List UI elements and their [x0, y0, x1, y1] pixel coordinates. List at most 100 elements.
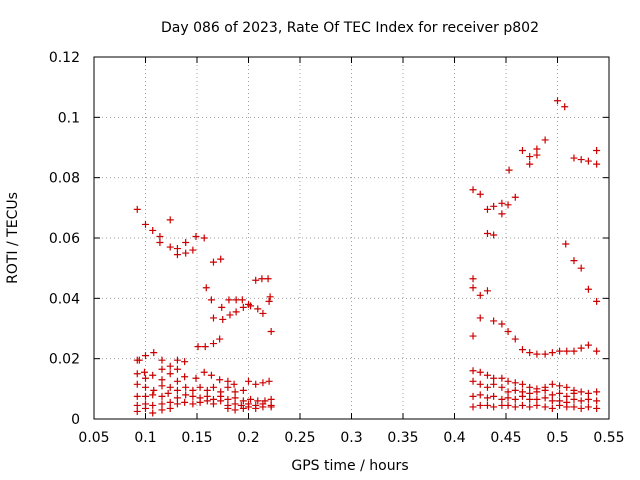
data-point-marker [150, 386, 158, 394]
data-point-marker [511, 193, 519, 201]
data-point-marker [490, 317, 498, 325]
data-point-marker [158, 406, 166, 414]
data-point-marker [570, 403, 578, 411]
data-point-marker [226, 311, 234, 319]
data-point-marker [504, 328, 512, 336]
data-point-marker [156, 232, 164, 240]
data-point-marker [182, 249, 190, 257]
data-point-marker [548, 391, 556, 399]
data-point-marker [158, 382, 166, 390]
y-tick-label: 0.08 [49, 171, 80, 187]
data-point-marker [476, 190, 484, 198]
data-point-marker [584, 403, 592, 411]
data-point-marker [217, 397, 225, 405]
data-point-marker [498, 401, 506, 409]
data-point-marker [202, 284, 210, 292]
y-tick-label: 0.1 [58, 110, 80, 126]
data-point-marker [541, 394, 549, 402]
data-point-marker [577, 397, 585, 405]
data-point-marker [156, 239, 164, 247]
data-point-marker [247, 395, 255, 403]
data-point-marker [526, 160, 534, 168]
data-point-marker [149, 409, 157, 417]
data-point-marker [133, 401, 141, 409]
data-point-marker [476, 401, 484, 409]
data-point-marker [200, 368, 208, 376]
data-point-marker [200, 234, 208, 242]
data-point-marker [142, 374, 149, 382]
data-point-marker [541, 403, 549, 411]
data-point-marker [563, 383, 571, 391]
data-point-marker [224, 395, 232, 403]
data-point-marker [142, 220, 149, 228]
data-point-marker [556, 347, 564, 355]
data-point-marker [196, 383, 204, 391]
data-point-marker [476, 291, 484, 299]
data-point-marker [166, 404, 174, 412]
data-point-marker [173, 356, 181, 364]
data-point-marker [518, 147, 526, 155]
data-point-marker [483, 371, 491, 379]
data-point-marker [554, 97, 561, 105]
data-point-marker [483, 383, 491, 391]
data-point-marker [577, 388, 585, 396]
data-point-marker [252, 380, 260, 388]
data-point-marker [490, 392, 498, 400]
data-point-marker [149, 226, 157, 234]
data-point-marker [259, 379, 267, 387]
data-point-marker [192, 232, 200, 240]
data-point-marker [225, 296, 233, 304]
data-point-marker [201, 343, 209, 351]
data-point-marker [216, 376, 224, 384]
data-point-marker [224, 404, 232, 412]
data-point-marker [469, 377, 477, 385]
data-point-marker [526, 403, 534, 411]
data-point-marker [218, 303, 226, 311]
data-point-marker [259, 403, 267, 411]
y-tick-label: 0.12 [49, 50, 80, 66]
data-point-marker [526, 349, 534, 357]
data-point-marker [593, 297, 601, 305]
data-point-marker [548, 404, 556, 412]
data-point-marker [518, 380, 526, 388]
data-point-marker [561, 103, 569, 111]
data-point-marker [209, 400, 217, 408]
data-point-marker [238, 296, 246, 304]
data-point-marker [259, 309, 267, 317]
data-point-marker [182, 391, 190, 399]
data-point-marker [133, 205, 141, 213]
data-point-marker [570, 154, 578, 162]
data-point-marker [133, 380, 141, 388]
data-point-marker [252, 276, 260, 284]
data-point-marker [511, 335, 519, 343]
data-point-marker [504, 377, 512, 385]
data-point-marker [264, 275, 272, 283]
data-point-marker [476, 380, 484, 388]
data-point-marker [511, 379, 519, 387]
data-point-marker [166, 370, 174, 378]
data-point-marker [158, 376, 166, 384]
x-tick-label: 0.2 [237, 430, 259, 446]
data-point-marker [239, 397, 247, 405]
data-point-marker [490, 374, 498, 382]
data-point-marker [577, 344, 585, 352]
data-point-marker [173, 400, 181, 408]
data-point-marker [224, 383, 232, 391]
data-point-marker [189, 246, 197, 254]
data-point-marker [533, 350, 541, 358]
data-point-marker [533, 145, 541, 153]
data-point-marker [518, 346, 526, 354]
y-tick-label: 0.04 [49, 291, 80, 307]
data-point-marker [181, 398, 189, 406]
data-point-marker [209, 340, 217, 348]
data-point-marker [469, 275, 477, 283]
data-point-marker [267, 403, 275, 411]
data-point-marker [173, 251, 181, 259]
data-point-marker [181, 358, 189, 366]
grid-lines [94, 57, 609, 419]
data-point-marker [490, 380, 498, 388]
data-point-marker [526, 383, 534, 391]
data-point-marker [541, 136, 549, 144]
data-point-marker [239, 386, 247, 394]
